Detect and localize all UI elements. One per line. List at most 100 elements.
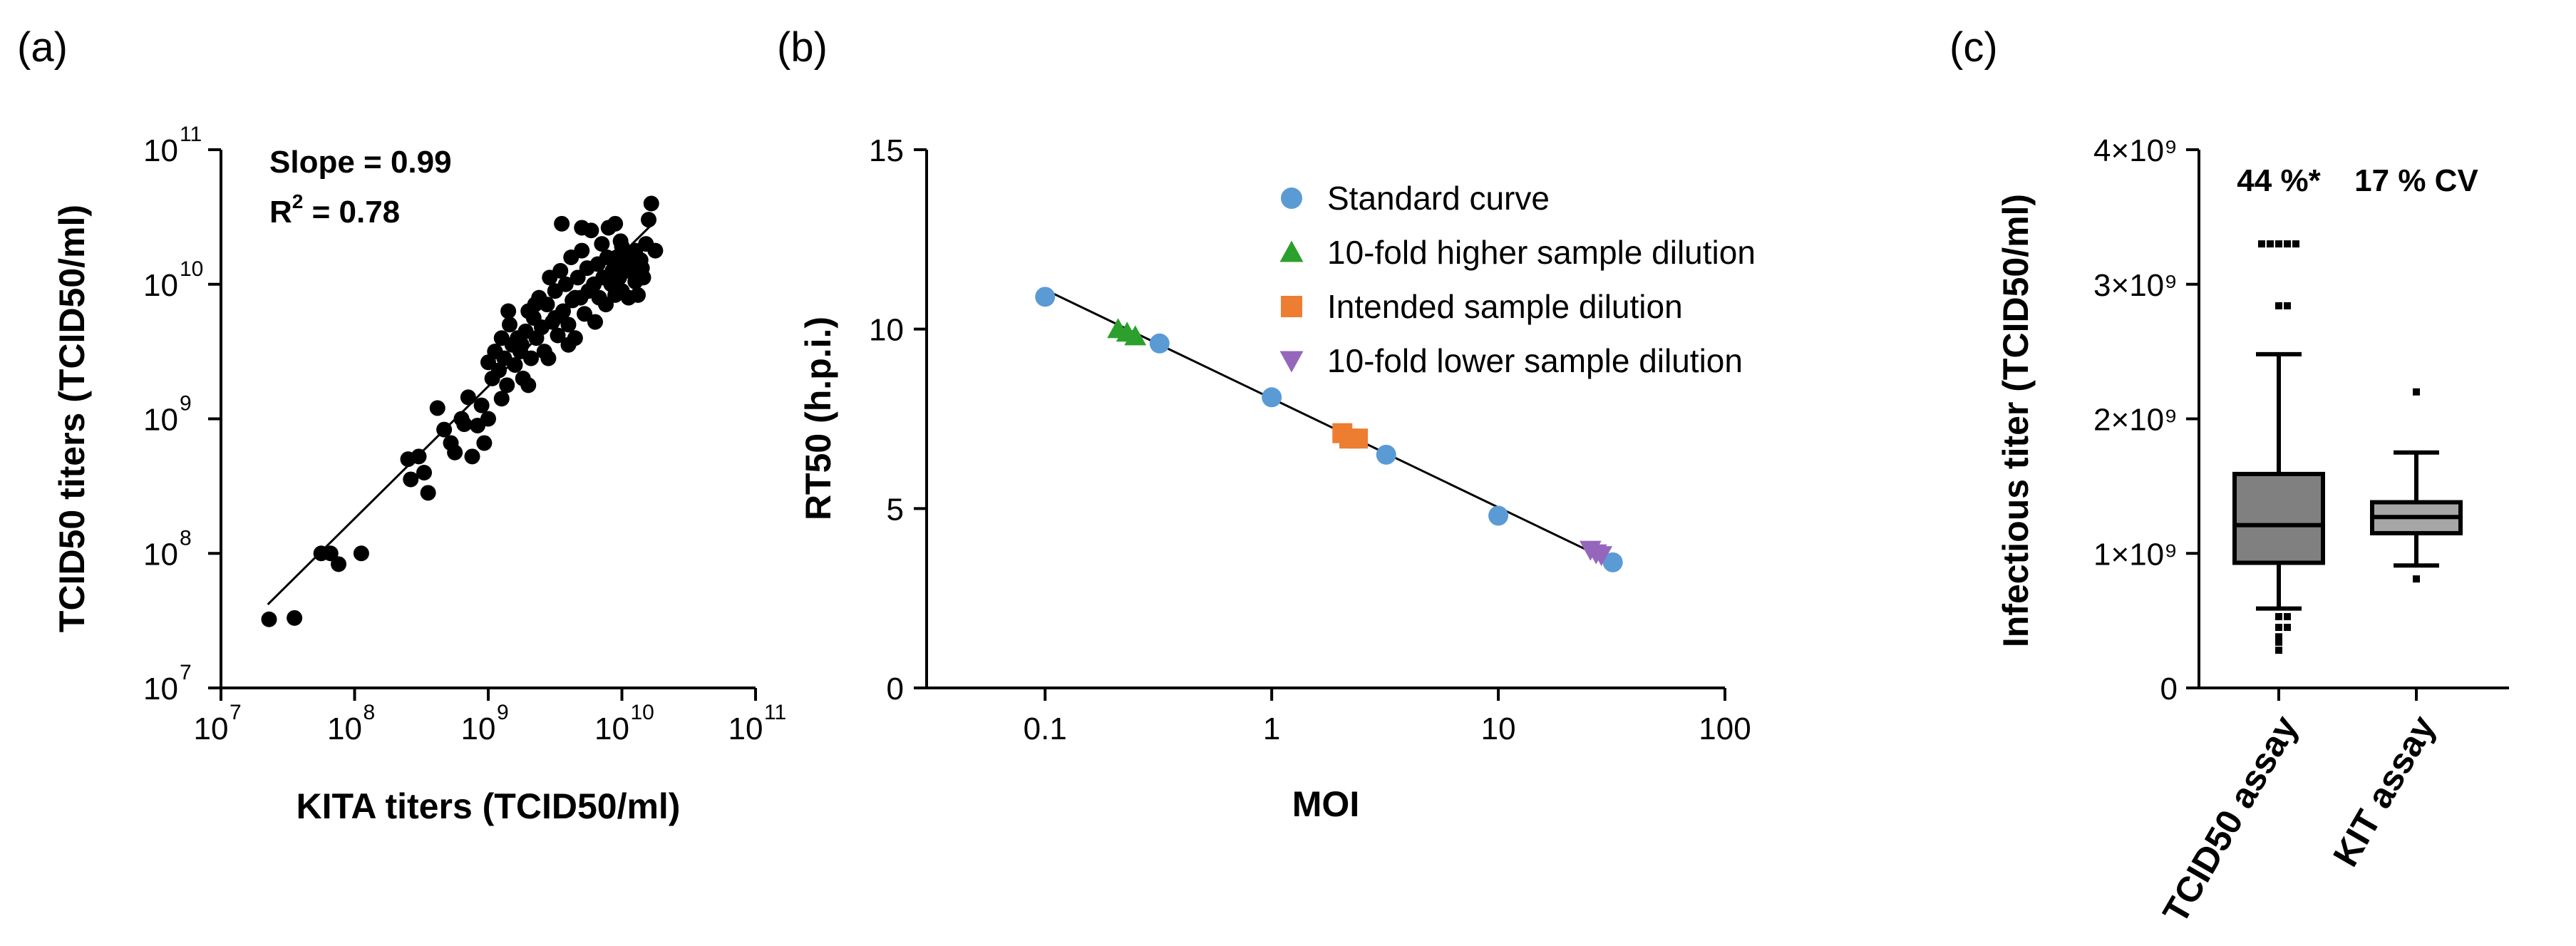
a-y-tick-label: 10	[143, 268, 178, 303]
a-data-point	[491, 362, 507, 379]
b-y-tick-label: 10	[869, 313, 904, 348]
r2-prefix: R	[269, 195, 292, 230]
b-data-point	[1124, 325, 1147, 346]
a-y-tick-exp: 10	[180, 257, 203, 281]
b-legend-marker	[1281, 296, 1302, 317]
a-data-point	[476, 435, 493, 451]
a-data-point	[520, 377, 537, 394]
b-legend-label: Standard curve	[1327, 180, 1550, 217]
b-x-tick-label: 100	[1699, 711, 1751, 746]
b-y-tick-label: 0	[887, 672, 904, 706]
a-data-point	[456, 416, 473, 433]
a-x-tick-label: 10	[327, 711, 362, 746]
c-y-tick-label: 3×10⁹	[2093, 268, 2178, 303]
c-y-tick-label: 2×10⁹	[2093, 403, 2178, 438]
c-y-tick-label: 0	[2160, 672, 2178, 706]
b-x-tick-label: 10	[1481, 711, 1516, 746]
c-outlier	[2284, 612, 2291, 620]
a-y-tick-label: 10	[143, 537, 178, 572]
b-legend-label: 10-fold lower sample dilution	[1327, 342, 1743, 379]
panel-b-legend: Standard curve 10-fold higher sample dilu…	[1279, 180, 1756, 379]
c-outlier	[2258, 240, 2265, 248]
panel-a-slope-annotation: Slope = 0.99	[269, 145, 452, 180]
a-data-point	[464, 448, 480, 465]
b-data-point	[1149, 333, 1170, 354]
c-outlier	[2275, 633, 2282, 641]
a-data-point	[429, 400, 445, 416]
a-data-point	[416, 465, 432, 480]
r2-superscript: 2	[292, 190, 304, 212]
b-legend-label: 10-fold higher sample dilution	[1327, 234, 1756, 271]
a-data-point	[574, 220, 590, 236]
a-data-point	[634, 260, 650, 277]
a-data-point	[560, 336, 577, 353]
a-data-point	[447, 444, 463, 461]
a-y-tick-exp: 8	[180, 526, 192, 550]
a-data-point	[420, 485, 436, 501]
a-data-point	[261, 611, 277, 627]
a-data-point	[287, 610, 303, 626]
b-y-tick-label: 5	[887, 492, 904, 527]
b-data-point	[1376, 444, 1396, 465]
c-outlier	[2284, 302, 2291, 309]
a-data-point	[523, 350, 539, 366]
a-x-tick-exp: 8	[364, 701, 376, 724]
panel-c-annotation-kit: 17 % CV	[2354, 163, 2478, 198]
c-box	[2232, 471, 2325, 565]
a-data-point	[560, 317, 577, 333]
a-data-point	[552, 262, 569, 279]
a-data-point	[607, 215, 624, 232]
c-outlier	[2275, 240, 2282, 248]
panel-c-boxplot: 0 1×10⁹ 2×10⁹ 3×10⁹ 4×10⁹ TCID50 assay KIT as…	[1996, 133, 2509, 930]
a-x-tick-exp: 7	[230, 701, 242, 724]
panel-b-label: (b)	[777, 24, 828, 71]
panel-c-y-axis-title: Infectious titer (TCID50/ml)	[1996, 194, 2036, 647]
a-data-point	[411, 448, 427, 465]
a-data-point	[527, 297, 543, 313]
a-y-tick-exp: 7	[180, 661, 192, 684]
a-data-point	[641, 212, 656, 228]
b-data-point	[1590, 546, 1613, 567]
a-data-point	[627, 273, 644, 289]
panel-b-x-axis-title: MOI	[1292, 784, 1359, 824]
a-data-point	[493, 391, 510, 407]
a-data-point	[587, 314, 603, 330]
a-data-point	[539, 297, 555, 313]
panel-c-annotation-tcid50: 44 %*	[2237, 163, 2321, 198]
c-outlier	[2275, 638, 2282, 646]
a-data-point	[473, 397, 490, 413]
b-legend-label: Intended sample dilution	[1327, 288, 1683, 325]
b-legend-marker	[1279, 240, 1304, 262]
c-x-category-label: KIT assay	[2325, 709, 2443, 873]
a-data-point	[331, 556, 346, 572]
b-legend-marker	[1281, 187, 1302, 209]
a-data-point	[574, 242, 590, 259]
a-data-point	[460, 389, 476, 406]
a-data-point	[487, 344, 503, 360]
panel-b-points	[1035, 287, 1623, 572]
a-data-point	[643, 195, 659, 212]
a-x-tick-label: 10	[594, 711, 629, 746]
a-x-tick-exp: 10	[631, 701, 654, 724]
a-x-tick-exp: 9	[497, 701, 509, 724]
c-outlier	[2284, 624, 2291, 632]
a-data-point	[614, 238, 630, 255]
a-data-point	[550, 327, 566, 344]
c-outlier	[2413, 388, 2420, 396]
a-y-tick-exp: 9	[180, 392, 192, 416]
a-data-point	[577, 306, 592, 322]
a-data-point	[594, 236, 610, 252]
panel-c-boxes: TCID50 assay KIT assay	[2155, 240, 2463, 930]
a-data-point	[554, 215, 570, 232]
c-outlier	[2275, 624, 2282, 632]
a-data-point	[647, 242, 664, 259]
c-x-category-label: TCID50 assay	[2155, 709, 2305, 930]
a-x-tick-label: 10	[194, 711, 229, 746]
panel-c-axes	[2198, 150, 2509, 689]
a-data-point	[557, 276, 574, 292]
a-data-point	[513, 336, 530, 353]
a-data-point	[480, 411, 496, 427]
c-outlier	[2413, 575, 2420, 583]
